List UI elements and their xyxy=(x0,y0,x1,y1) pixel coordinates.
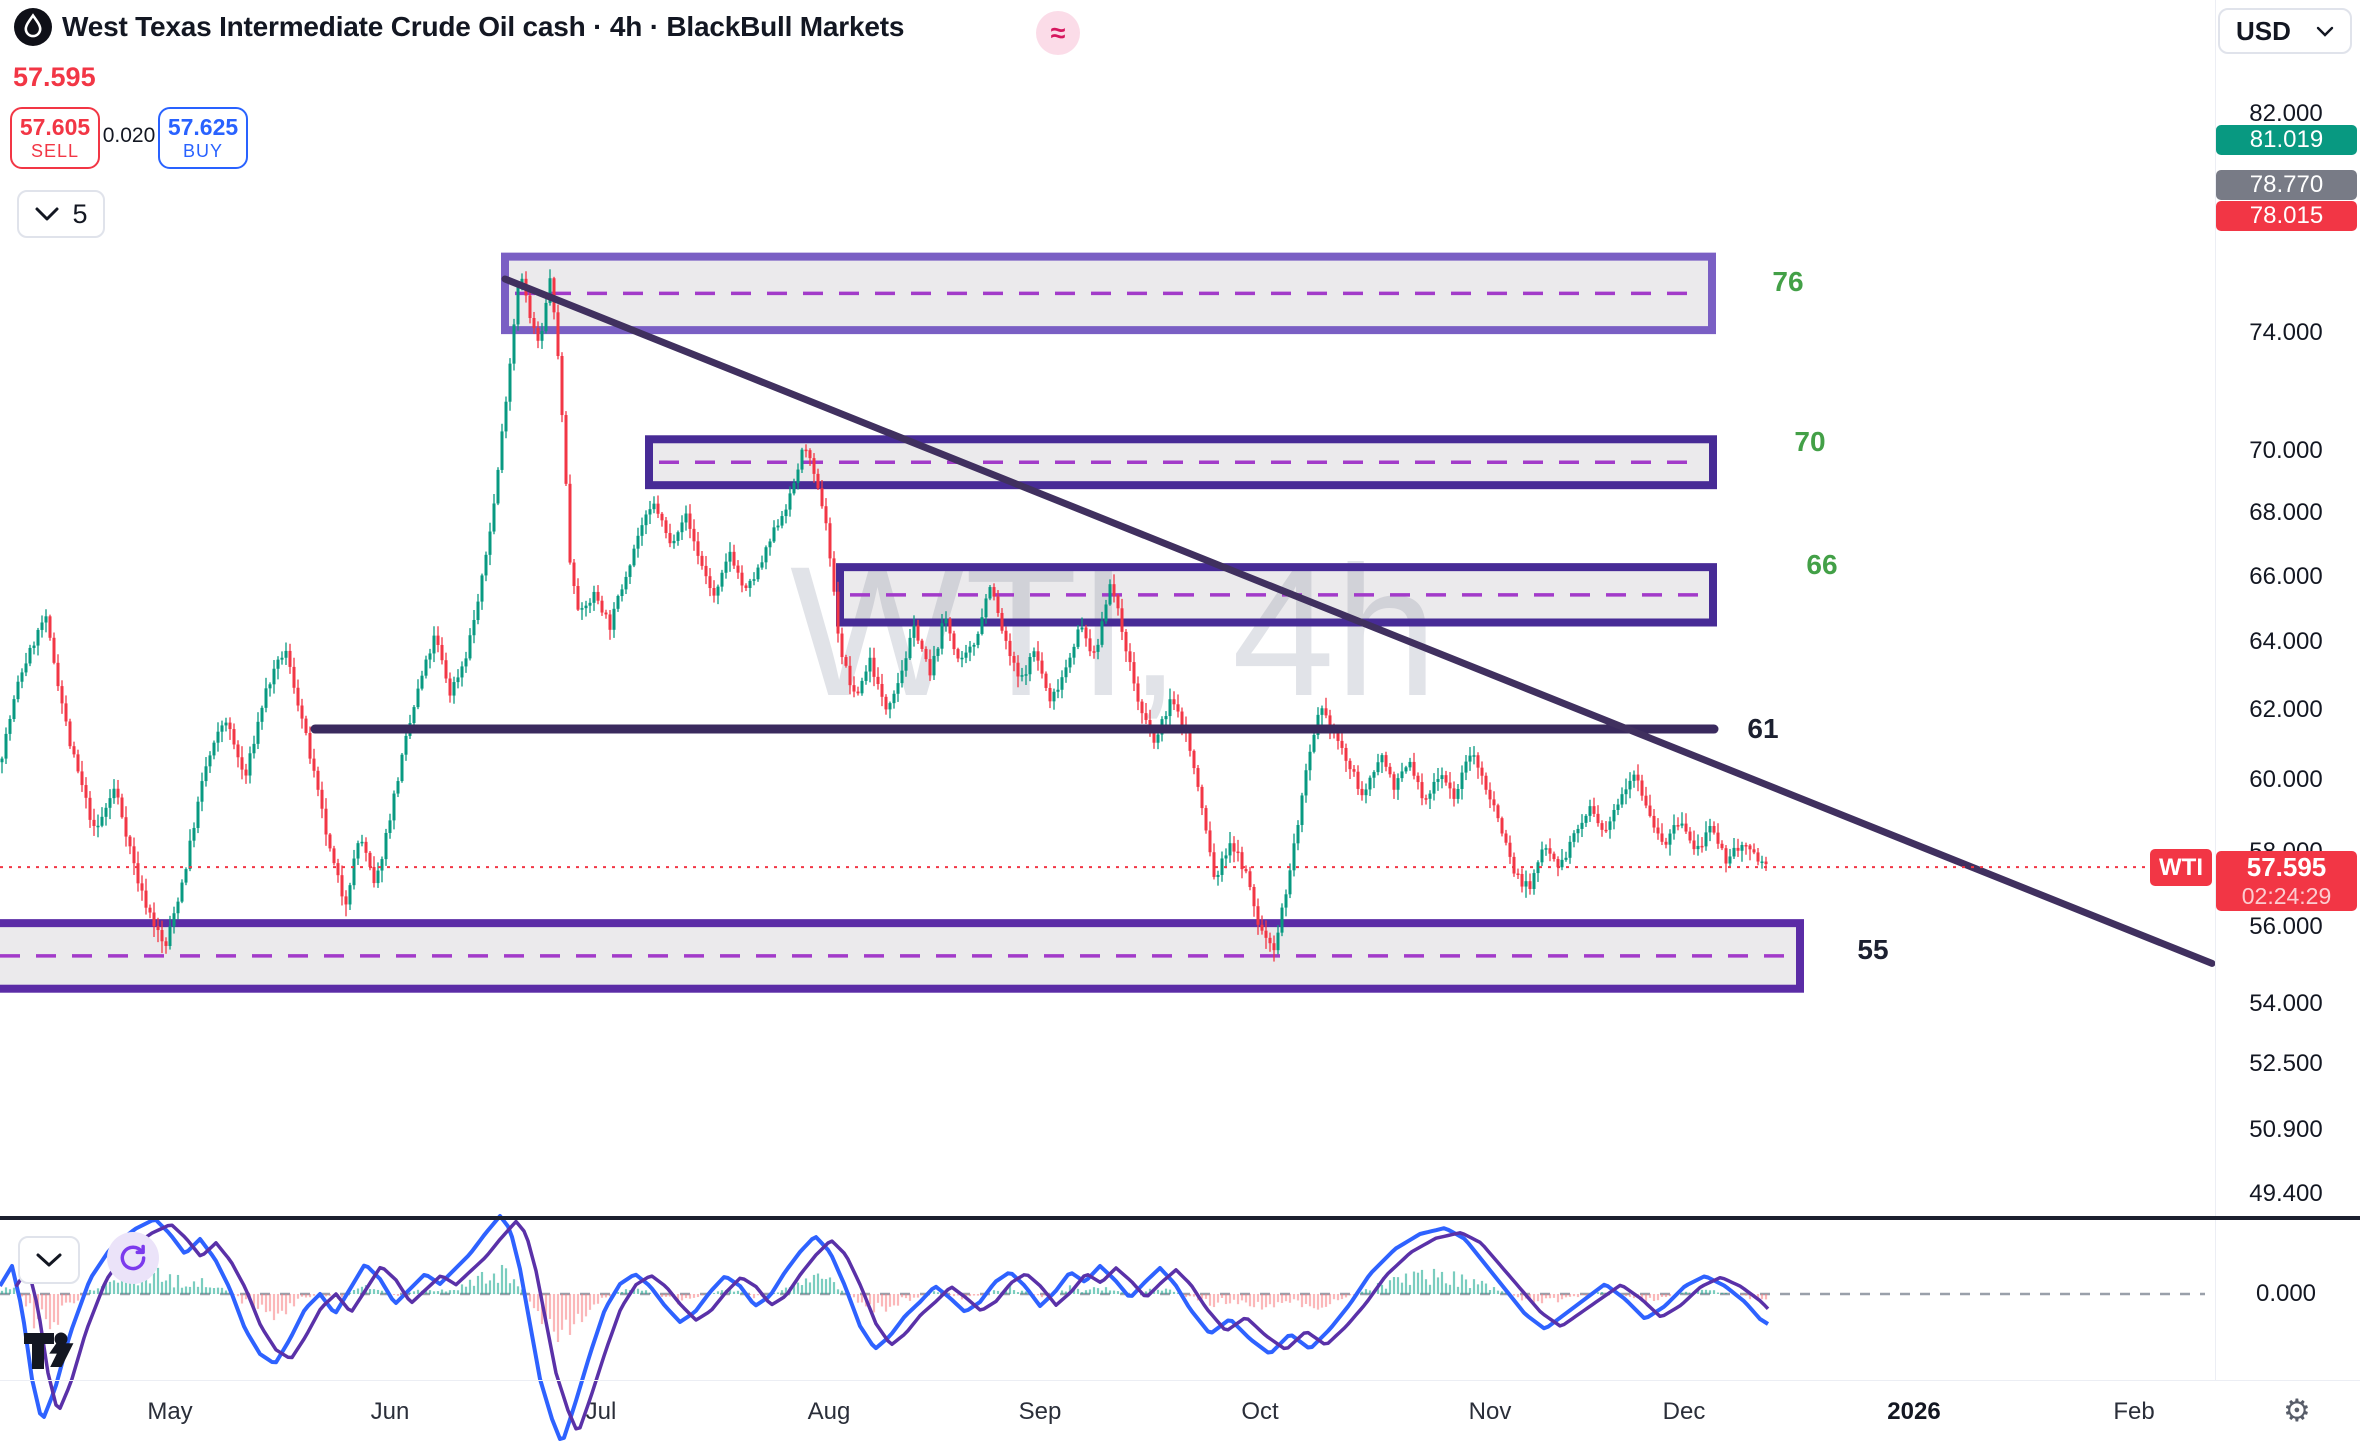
currency-dropdown[interactable]: USD xyxy=(2218,8,2352,54)
oil-symbol-logo-icon xyxy=(14,8,52,46)
bars-count-dropdown[interactable]: 5 xyxy=(17,190,105,238)
settings-gear-icon[interactable]: ⚙ xyxy=(2283,1393,2311,1428)
oscillator-histogram xyxy=(0,1264,1768,1342)
price-scale-border xyxy=(2215,0,2216,1380)
tradingview-logo[interactable] xyxy=(23,1330,89,1372)
auto-refresh-icon[interactable] xyxy=(107,1232,159,1284)
sell-button[interactable]: 57.605 SELL xyxy=(10,107,100,169)
synthetic-symbol-icon[interactable]: ≈ xyxy=(1036,11,1080,55)
candlestick-series xyxy=(0,269,1768,962)
buy-price: 57.625 xyxy=(167,114,239,141)
bar-countdown: 02:24:29 xyxy=(2241,882,2332,909)
chevron-down-icon xyxy=(2316,26,2334,37)
symbol-title: West Texas Intermediate Crude Oil cash ·… xyxy=(62,11,905,42)
buy-button[interactable]: 57.625 BUY xyxy=(158,107,248,169)
last-price-readout: 57.595 xyxy=(13,62,96,92)
buy-label: BUY xyxy=(182,140,223,161)
pane-resize-divider[interactable] xyxy=(0,1216,2360,1220)
sell-price: 57.605 xyxy=(19,114,91,141)
descending-trendline[interactable] xyxy=(501,275,2216,967)
zone-76[interactable] xyxy=(501,252,1716,335)
zone-66[interactable] xyxy=(836,563,1717,627)
zone-55[interactable] xyxy=(0,919,1804,993)
oscillator-purple-line xyxy=(14,1219,1770,1431)
oscillator-collapse-button[interactable] xyxy=(18,1236,80,1284)
current-price-badge: 57.595 02:24:29 xyxy=(2216,851,2357,911)
current-price-value: 57.595 xyxy=(2246,851,2327,882)
chevron-down-icon xyxy=(36,1253,62,1267)
zone-70[interactable] xyxy=(645,435,1717,490)
symbol-price-chip: WTI xyxy=(2150,849,2212,886)
bars-count-value: 5 xyxy=(72,198,88,229)
sell-label: SELL xyxy=(30,140,80,161)
chevron-down-icon xyxy=(35,207,59,221)
time-axis-border xyxy=(0,1380,2360,1381)
oscillator-blue-line xyxy=(0,1214,1770,1441)
currency-value: USD xyxy=(2236,15,2291,46)
spread-value: 0.020 xyxy=(102,124,156,147)
